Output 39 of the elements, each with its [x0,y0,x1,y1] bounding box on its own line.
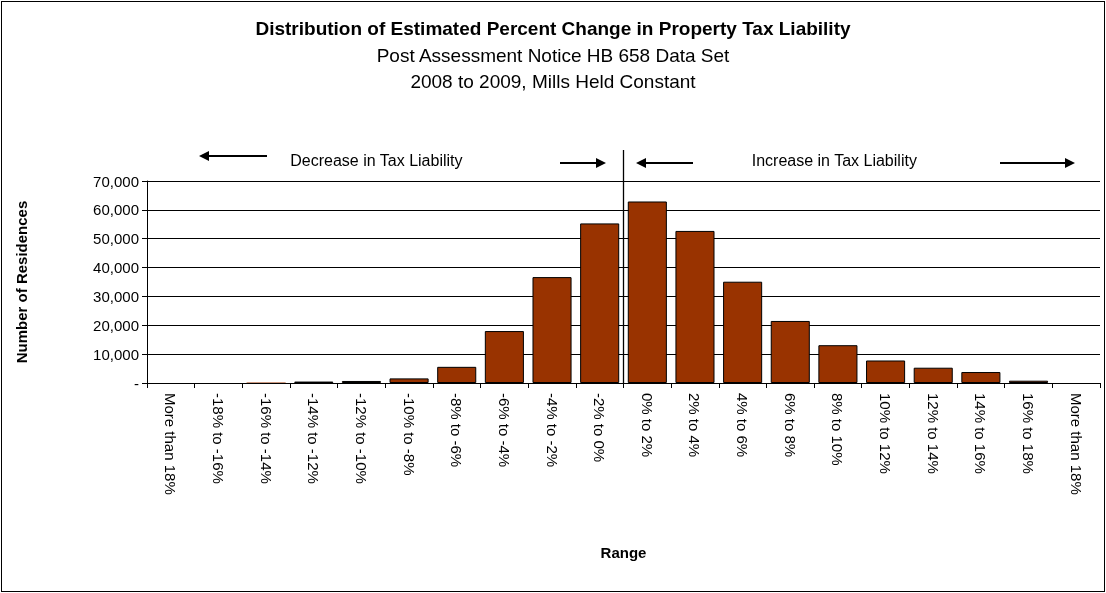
x-tick-label: -18% to -16% [209,393,227,484]
x-tick-label: More than 18% [162,393,180,495]
y-tick-label: 10,000 [93,345,139,363]
x-tick-label: -10% to -8% [400,393,418,476]
text: Decrease in Tax Liability [290,151,463,169]
x-tick-label: 12% to 14% [924,393,942,474]
x-tick-label: 6% to 8% [781,393,799,458]
x-tick-label: -12% to -10% [352,393,370,484]
x-tick-label: -8% to -6% [448,393,466,468]
bar [961,372,1001,383]
x-tick-label: 10% to 12% [877,393,895,474]
x-axis-title: Range [600,544,647,561]
x-tick-label: 0% to 2% [638,393,656,458]
x-tick-label: 2% to 4% [686,393,704,458]
x-tick-label: -4% to -2% [543,393,561,468]
bar [913,367,953,383]
y-tick-label: - [134,374,139,392]
x-tick-label: -16% to -14% [257,393,275,484]
bar [389,378,429,383]
bar [866,360,906,383]
x-tick-label: 16% to 18% [1020,393,1038,474]
y-tick-label: 60,000 [93,201,139,219]
x-tick-label: More than 18% [1067,393,1085,495]
chart-title: Distribution of Estimated Percent Change in Property Tax Liability [255,18,851,39]
text: Increase in Tax Liability [751,151,917,169]
x-tick-label: 8% to 10% [829,393,847,466]
y-tick-label: 40,000 [93,259,139,277]
x-tick-label: 14% to 16% [972,393,990,474]
x-tick-label: -14% to -12% [305,393,323,484]
y-axis-title: Number of Residences [13,200,30,364]
x-tick-label: -6% to -4% [495,393,513,468]
x-tick-label: 4% to 6% [734,393,752,458]
y-tick-label: 50,000 [93,230,139,248]
y-tick-label: 70,000 [93,172,139,190]
chart-subtitle: Post Assessment Notice HB 658 Data Set 2008 to 2009, Mills Held Constant [376,44,731,92]
x-tick-label: -2% to 0% [591,393,609,463]
y-tick-label: 20,000 [93,316,139,334]
bar [437,366,477,383]
y-tick-label: 30,000 [93,287,139,305]
